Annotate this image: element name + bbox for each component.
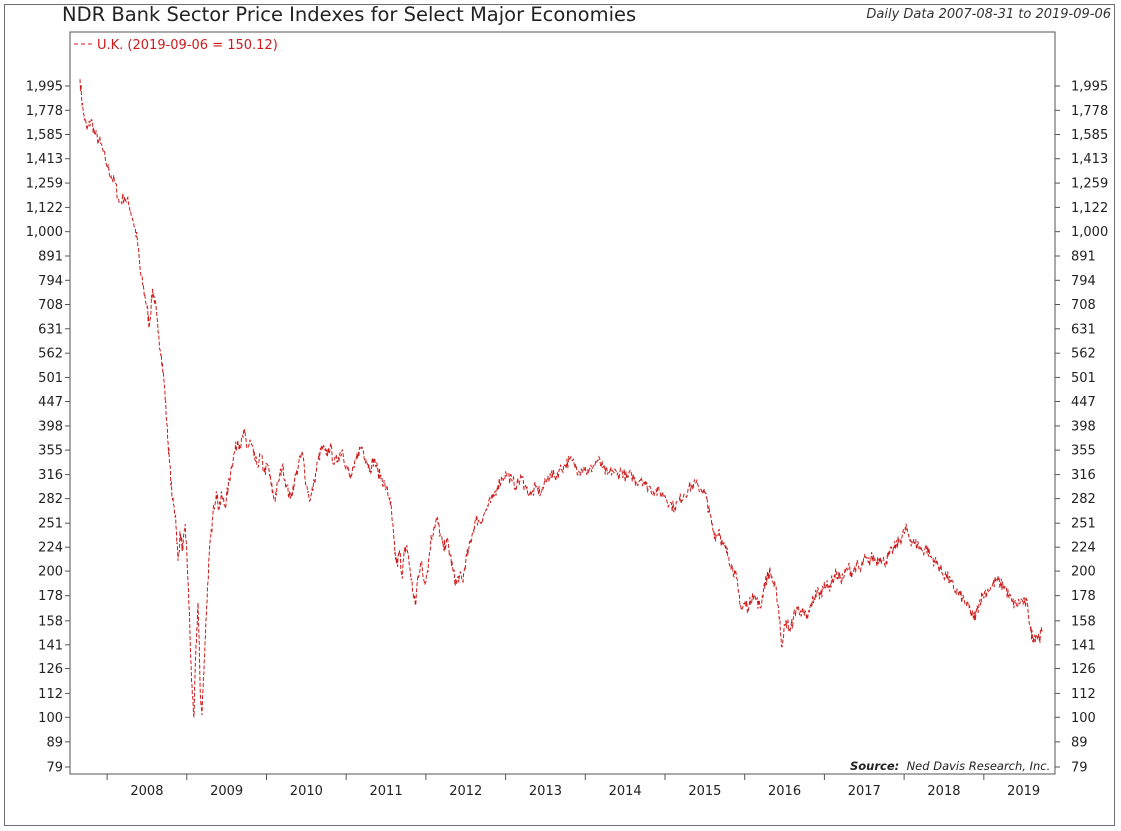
- x-tick-label: 2018: [927, 784, 960, 799]
- y-tick-label-right: 631: [1071, 322, 1096, 337]
- y-tick-label-left: 141: [38, 638, 63, 653]
- chart-source: Source: Ned Davis Research, Inc.: [850, 759, 1050, 773]
- source-value: Ned Davis Research, Inc.: [906, 759, 1051, 773]
- chart-subtitle: Daily Data 2007-08-31 to 2019-09-06: [866, 7, 1111, 22]
- y-tick-label-left: 1,413: [26, 152, 63, 167]
- x-tick-label: 2014: [609, 784, 642, 799]
- y-tick-label-right: 200: [1071, 565, 1096, 580]
- y-tick-label-left: 1,000: [26, 225, 63, 240]
- x-tick-label: 2012: [449, 784, 482, 799]
- y-tick-label-right: 501: [1071, 371, 1096, 386]
- y-tick-label-left: 1,259: [26, 177, 63, 192]
- x-axis: 2008 2009 2010 2011 2012 2013 2014 2015 2016 2017…: [106, 774, 1040, 799]
- y-tick-label-right: 355: [1071, 444, 1096, 459]
- y-tick-label-right: 141: [1071, 638, 1096, 653]
- y-tick-label-right: 891: [1071, 250, 1096, 265]
- y-tick-label-right: 794: [1071, 274, 1096, 289]
- y-tick-label-left: 891: [38, 250, 63, 265]
- y-tick-label-left: 282: [38, 492, 63, 507]
- y-tick-label-right: 447: [1071, 395, 1096, 410]
- y-tick-label-left: 158: [38, 614, 63, 629]
- x-tick-label: 2011: [370, 784, 403, 799]
- y-tick-label-left: 631: [38, 322, 63, 337]
- y-tick-label-right: 562: [1071, 347, 1096, 362]
- y-tick-label-left: 100: [38, 711, 63, 726]
- y-tick-label-right: 316: [1071, 468, 1096, 483]
- chart-frame: [4, 4, 1115, 826]
- y-tick-label-left: 794: [38, 274, 63, 289]
- y-tick-label-right: 282: [1071, 492, 1096, 507]
- y-tick-label-left: 112: [38, 687, 63, 702]
- y-tick-label-left: 251: [38, 517, 63, 532]
- y-tick-label-right: 79: [1071, 761, 1088, 776]
- y-tick-label-left: 178: [38, 589, 63, 604]
- y-tick-label-right: 100: [1071, 711, 1096, 726]
- x-tick-label: 2019: [1007, 784, 1040, 799]
- y-axis-right: 79 89 100 112 126 141 158 178 200 224 251 282 316 355…: [1055, 80, 1108, 776]
- y-tick-label-right: 178: [1071, 589, 1096, 604]
- y-tick-label-right: 1,000: [1071, 225, 1108, 240]
- y-tick-label-left: 79: [46, 761, 63, 776]
- y-tick-label-left: 501: [38, 371, 63, 386]
- y-tick-label-left: 398: [38, 419, 63, 434]
- y-tick-label-left: 89: [46, 735, 63, 750]
- y-tick-label-right: 89: [1071, 735, 1088, 750]
- y-tick-label-right: 1,778: [1071, 104, 1108, 119]
- y-tick-label-right: 1,259: [1071, 177, 1108, 192]
- y-tick-label-left: 1,585: [26, 128, 63, 143]
- chart-title: NDR Bank Sector Price Indexes for Select…: [62, 3, 637, 26]
- y-tick-label-right: 158: [1071, 614, 1096, 629]
- plot-area: [69, 31, 1056, 775]
- y-tick-label-right: 1,585: [1071, 128, 1108, 143]
- y-tick-label-right: 1,995: [1071, 80, 1108, 95]
- y-tick-label-left: 355: [38, 444, 63, 459]
- y-tick-label-right: 1,122: [1071, 201, 1108, 216]
- y-tick-label-right: 708: [1071, 298, 1096, 313]
- y-tick-label-left: 1,778: [26, 104, 63, 119]
- y-tick-label-left: 200: [38, 565, 63, 580]
- x-tick-label: 2013: [529, 784, 562, 799]
- y-tick-label-right: 1,413: [1071, 152, 1108, 167]
- y-tick-label-left: 708: [38, 298, 63, 313]
- y-tick-label-left: 1,122: [26, 201, 63, 216]
- legend: U.K. (2019-09-06 = 150.12): [74, 38, 278, 53]
- source-label: Source:: [850, 759, 900, 773]
- y-tick-label-left: 224: [38, 541, 63, 556]
- y-tick-label-right: 126: [1071, 662, 1096, 677]
- series-group: [79, 79, 1043, 718]
- y-tick-label-right: 224: [1071, 541, 1096, 556]
- y-tick-label-right: 112: [1071, 687, 1096, 702]
- y-tick-label-left: 562: [38, 347, 63, 362]
- y-tick-label-left: 316: [38, 468, 63, 483]
- x-tick-label: 2015: [688, 784, 721, 799]
- x-tick-label: 2010: [290, 784, 323, 799]
- x-tick-label: 2009: [210, 784, 243, 799]
- y-tick-label-right: 398: [1071, 419, 1096, 434]
- y-tick-label-left: 126: [38, 662, 63, 677]
- x-tick-label: 2017: [848, 784, 881, 799]
- x-tick-label: 2016: [768, 784, 801, 799]
- y-tick-label-left: 1,995: [26, 80, 63, 95]
- x-tick-label: 2008: [130, 784, 163, 799]
- series-line-uk: [79, 79, 1043, 718]
- y-axis-left: 79 89 100 112 126 141 158 178 200 224 251 282 316 355…: [26, 80, 70, 776]
- y-tick-label-left: 447: [38, 395, 63, 410]
- y-tick-label-right: 251: [1071, 517, 1096, 532]
- legend-label: U.K. (2019-09-06 = 150.12): [97, 38, 278, 53]
